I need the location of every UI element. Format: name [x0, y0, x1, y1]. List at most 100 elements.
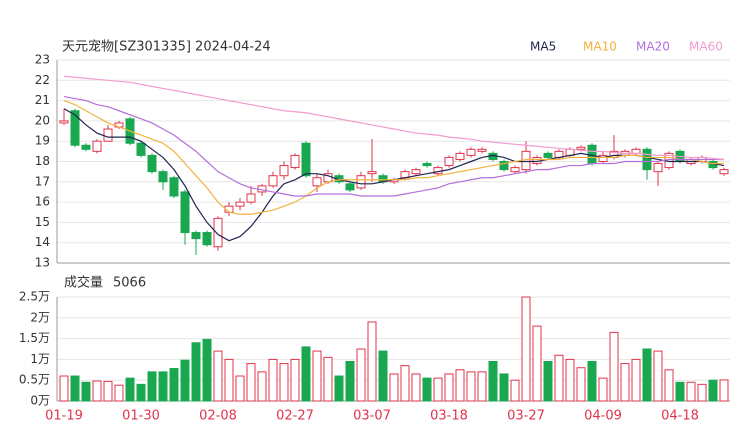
candle-body [136, 142, 146, 156]
candle-body [631, 148, 641, 154]
volume-bar [114, 384, 124, 402]
volume-bar [587, 360, 597, 402]
volume-bar [367, 321, 377, 402]
candle-body [246, 193, 256, 203]
volume-bar [356, 348, 366, 402]
x-tick-label: 01-30 [122, 409, 160, 424]
volume-bar [268, 358, 278, 402]
candle-body [147, 154, 157, 173]
volume-bar [532, 325, 542, 402]
candle-body [103, 128, 113, 142]
volume-bar [433, 377, 443, 402]
candle-body [213, 217, 223, 248]
y-tick-label: 2.5万 [19, 290, 50, 304]
candle-body [598, 154, 608, 163]
volume-bar [653, 350, 663, 402]
y-tick-label: 23 [35, 53, 50, 67]
candle-body [477, 148, 487, 152]
volume-bar [279, 363, 289, 402]
candle-body [290, 154, 300, 169]
volume-bar [334, 375, 344, 402]
volume-bar [576, 367, 586, 402]
volume-bar [224, 358, 234, 402]
volume-bar [510, 379, 520, 402]
volume-bar [719, 379, 729, 402]
y-tick-label: 16 [35, 195, 50, 209]
volume-bar [235, 375, 245, 402]
candle-body [268, 175, 278, 187]
candle-body [59, 120, 69, 124]
candle-body [92, 140, 102, 152]
volume-bar [554, 354, 564, 402]
volume-bar [686, 381, 696, 402]
volume-bar [697, 383, 707, 402]
y-tick-label: 15 [35, 215, 50, 229]
candle-body [466, 148, 476, 156]
y-tick-label: 1万 [30, 352, 50, 366]
volume-bar [411, 373, 421, 402]
candle-body [81, 144, 91, 150]
candle-body [444, 156, 454, 167]
volume-bar [609, 331, 619, 402]
x-tick-label: 03-18 [430, 409, 468, 424]
volume-bar [125, 377, 135, 402]
volume-bar [488, 360, 498, 402]
candle-body [422, 163, 432, 167]
legend-label: MA20 [636, 40, 670, 54]
x-tick-label: 03-07 [353, 409, 391, 424]
volume-bar [521, 296, 531, 402]
volume-bar [323, 356, 333, 402]
candle-body [70, 110, 80, 146]
ma-line [63, 100, 724, 215]
y-tick-label: 22 [35, 73, 50, 87]
x-tick-label: 02-27 [276, 409, 314, 424]
volume-bar [92, 380, 102, 402]
candle-body [367, 171, 377, 175]
y-tick-label: 0万 [30, 394, 50, 408]
volume-bar [136, 383, 146, 402]
x-tick-label: 01-19 [45, 409, 83, 424]
volume-bar [213, 350, 223, 402]
candle-body [499, 161, 509, 171]
volume-bar [400, 365, 410, 402]
volume-bar [345, 360, 355, 402]
candle-body [235, 201, 245, 207]
volume-bar [312, 350, 322, 402]
legend-label: MA10 [583, 40, 617, 54]
candle-body [455, 152, 465, 160]
x-tick-label: 04-09 [584, 409, 622, 424]
candle-body [279, 165, 289, 177]
candle-body [356, 175, 366, 189]
candle-body [576, 146, 586, 150]
volume-bar [598, 377, 608, 402]
volume-bar [620, 363, 630, 402]
volume-bar [444, 373, 454, 402]
candle-body [719, 169, 729, 175]
volume-bar [455, 369, 465, 402]
y-tick-label: 14 [35, 235, 50, 249]
volume-bar [257, 371, 267, 402]
x-tick-label: 03-27 [507, 409, 545, 424]
x-tick-label: 04-18 [661, 409, 699, 424]
ma-line [63, 95, 724, 197]
volume-bar [169, 368, 179, 402]
y-tick-label: 2万 [30, 310, 50, 324]
y-tick-label: 21 [35, 93, 50, 107]
volume-bar [543, 360, 553, 402]
volume-bar [103, 380, 113, 402]
volume-bar [631, 358, 641, 402]
volume-bar [147, 371, 157, 402]
y-tick-label: 1.5万 [19, 331, 50, 345]
volume-bar [158, 371, 168, 402]
candle-body [301, 142, 311, 177]
y-tick-label: 19 [35, 134, 50, 148]
legend-label: MA5 [530, 40, 556, 54]
candle-body [169, 177, 179, 197]
volume-bar [59, 375, 69, 402]
y-tick-label: 0.5万 [19, 373, 50, 387]
y-tick-label: 20 [35, 113, 50, 127]
candle-body [191, 232, 201, 240]
y-tick-label: 18 [35, 154, 50, 168]
volume-bar [708, 379, 718, 402]
